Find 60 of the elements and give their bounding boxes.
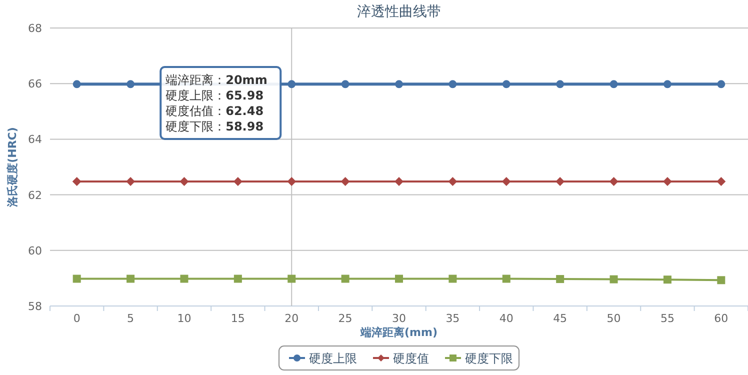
point (394, 176, 404, 186)
annotation: 端淬距离：20mm (166, 73, 268, 87)
point (448, 274, 457, 283)
x-tick-label: 55 (660, 312, 674, 325)
x-axis-title: 端淬距离(mm) (360, 326, 438, 339)
point (663, 80, 672, 88)
y-tick-label: 60 (28, 244, 42, 258)
point (717, 276, 726, 284)
annotation: 硬度下限：58.98 (166, 120, 264, 134)
point (126, 274, 135, 283)
point (716, 176, 726, 186)
point (126, 80, 135, 88)
legend-label: 硬度上限 (309, 352, 357, 366)
x-tick-label: 40 (499, 312, 514, 325)
annotation: 硬度估值：62.48 (166, 104, 264, 118)
annotation: 硬度上限：65.98 (166, 88, 264, 102)
point (72, 176, 82, 186)
point (341, 80, 350, 88)
point (663, 276, 672, 284)
x-tick-label: 15 (230, 312, 245, 325)
point (180, 176, 189, 186)
legend-label: 硬度值 (393, 352, 429, 366)
point (448, 80, 457, 88)
point (610, 80, 618, 88)
point (288, 274, 296, 283)
x-tick-label: 0 (73, 312, 80, 325)
point (717, 80, 726, 88)
y-tick-label: 66 (28, 78, 42, 91)
point (556, 80, 564, 88)
point (609, 176, 618, 186)
point (610, 275, 618, 284)
x-tick-label: 60 (714, 312, 728, 325)
x-tick-label: 20 (284, 312, 299, 325)
point (341, 274, 350, 283)
x-tick-label: 30 (392, 312, 406, 325)
point (234, 274, 242, 283)
point (72, 80, 81, 88)
chart-title: 淬透性曲线带 (357, 4, 441, 20)
x-tick-label: 35 (446, 312, 460, 325)
point (502, 80, 510, 88)
point (395, 274, 403, 283)
point (72, 274, 81, 283)
point (288, 80, 296, 88)
x-tick-label: 25 (338, 312, 352, 325)
y-tick-label: 68 (28, 22, 42, 35)
point (502, 274, 510, 283)
point (448, 176, 458, 186)
x-tick-label: 50 (606, 312, 621, 325)
point (556, 275, 564, 284)
x-tick-label: 10 (177, 312, 192, 325)
y-tick-label: 62 (28, 188, 42, 202)
x-tick-label: 5 (127, 312, 134, 325)
point (340, 176, 350, 186)
y-axis-title: 洛氏硬度(HRC) (6, 127, 19, 208)
x-tick-label: 45 (553, 312, 568, 325)
legend-label: 硬度下限 (465, 352, 513, 366)
y-tick-label: 64 (28, 133, 42, 146)
y-tick-label: 58 (28, 300, 42, 313)
point (395, 80, 403, 88)
point (180, 274, 188, 283)
